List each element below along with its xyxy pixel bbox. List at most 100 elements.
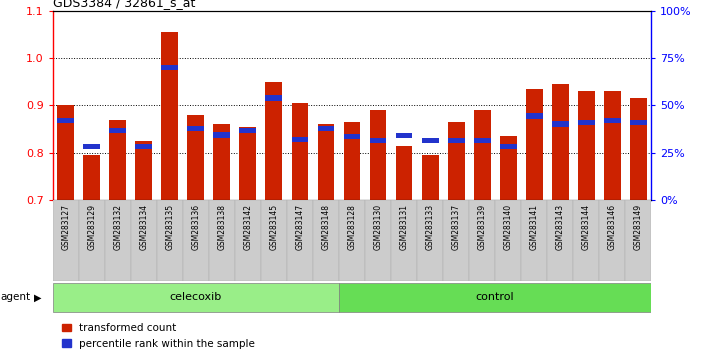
Bar — [339, 283, 651, 312]
Bar — [135, 141, 152, 200]
Bar — [547, 200, 573, 281]
Text: GSM283131: GSM283131 — [400, 204, 408, 250]
Bar — [521, 200, 547, 281]
Text: GSM283139: GSM283139 — [477, 204, 486, 250]
Bar — [469, 200, 495, 281]
Bar — [213, 132, 230, 137]
Bar — [604, 118, 621, 123]
Bar — [573, 200, 599, 281]
Bar — [474, 110, 491, 200]
Text: GDS3384 / 32861_s_at: GDS3384 / 32861_s_at — [53, 0, 195, 10]
Text: GSM283143: GSM283143 — [555, 204, 565, 250]
Bar — [500, 144, 517, 149]
Bar — [339, 200, 365, 281]
Bar — [261, 200, 287, 281]
Bar — [239, 127, 256, 133]
Bar — [83, 155, 100, 200]
Bar — [187, 115, 204, 200]
Bar — [157, 200, 183, 281]
Bar — [526, 89, 543, 200]
Bar — [53, 200, 79, 281]
Bar — [265, 82, 282, 200]
Bar — [291, 137, 308, 142]
Bar — [552, 84, 569, 200]
Bar — [422, 155, 439, 200]
Text: celecoxib: celecoxib — [170, 292, 222, 302]
Bar — [57, 105, 74, 200]
Text: GSM283140: GSM283140 — [503, 204, 513, 250]
Text: GSM283138: GSM283138 — [218, 204, 227, 250]
Bar — [443, 200, 469, 281]
Bar — [599, 200, 625, 281]
Bar — [57, 118, 74, 123]
Text: GSM283135: GSM283135 — [165, 204, 175, 250]
Text: GSM283148: GSM283148 — [322, 204, 330, 250]
Bar — [365, 200, 391, 281]
Bar — [318, 126, 334, 131]
Bar — [370, 110, 386, 200]
Bar — [161, 64, 178, 70]
Bar — [396, 145, 413, 200]
Bar — [391, 200, 417, 281]
Text: GSM283129: GSM283129 — [87, 204, 96, 250]
Bar — [625, 200, 651, 281]
Text: GSM283146: GSM283146 — [608, 204, 617, 250]
Bar — [396, 133, 413, 138]
Bar — [235, 200, 261, 281]
Text: GSM283145: GSM283145 — [270, 204, 279, 250]
Text: control: control — [476, 292, 515, 302]
Text: GSM283144: GSM283144 — [582, 204, 591, 250]
Bar — [630, 98, 647, 200]
Text: GSM283132: GSM283132 — [113, 204, 122, 250]
Bar — [265, 95, 282, 101]
Bar — [135, 144, 152, 149]
Text: GSM283142: GSM283142 — [244, 204, 253, 250]
Bar — [287, 200, 313, 281]
Bar — [448, 138, 465, 143]
Text: GSM283133: GSM283133 — [425, 204, 434, 250]
Bar — [318, 124, 334, 200]
Bar — [109, 127, 126, 133]
Bar — [161, 32, 178, 200]
Bar — [604, 91, 621, 200]
Bar — [500, 136, 517, 200]
Bar — [187, 126, 204, 131]
Bar — [417, 200, 443, 281]
Text: agent: agent — [1, 292, 31, 302]
Bar — [526, 113, 543, 119]
Text: GSM283149: GSM283149 — [634, 204, 643, 250]
Bar — [422, 138, 439, 143]
Text: GSM283128: GSM283128 — [348, 204, 356, 250]
Bar — [213, 124, 230, 200]
Bar — [578, 91, 595, 200]
Bar — [552, 121, 569, 127]
Bar — [344, 122, 360, 200]
Legend: transformed count, percentile rank within the sample: transformed count, percentile rank withi… — [58, 319, 259, 353]
Text: GSM283130: GSM283130 — [374, 204, 382, 250]
Bar — [239, 127, 256, 200]
Bar — [79, 200, 105, 281]
Text: GSM283134: GSM283134 — [139, 204, 149, 250]
Bar — [53, 283, 339, 312]
Bar — [209, 200, 235, 281]
Bar — [313, 200, 339, 281]
Bar — [448, 122, 465, 200]
Bar — [344, 134, 360, 139]
Text: ▶: ▶ — [34, 292, 42, 302]
Bar — [495, 200, 521, 281]
Text: GSM283127: GSM283127 — [61, 204, 70, 250]
Bar — [131, 200, 157, 281]
Bar — [105, 200, 131, 281]
Text: GSM283147: GSM283147 — [296, 204, 304, 250]
Bar — [291, 103, 308, 200]
Bar — [474, 138, 491, 143]
Bar — [630, 120, 647, 125]
Text: GSM283141: GSM283141 — [529, 204, 539, 250]
Bar — [83, 144, 100, 149]
Bar — [578, 120, 595, 125]
Text: GSM283136: GSM283136 — [191, 204, 201, 250]
Text: GSM283137: GSM283137 — [451, 204, 460, 250]
Bar — [370, 138, 386, 143]
Bar — [183, 200, 209, 281]
Bar — [109, 120, 126, 200]
